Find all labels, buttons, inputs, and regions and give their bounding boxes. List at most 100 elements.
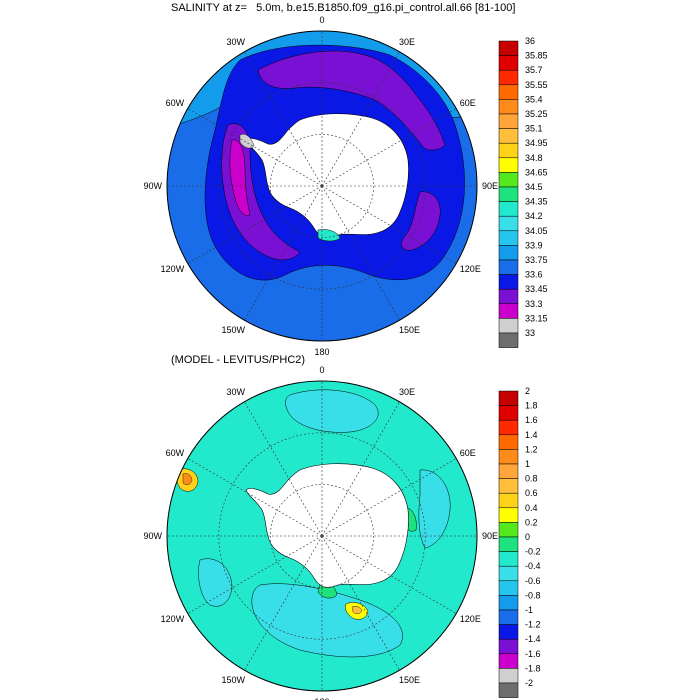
map-boundary: [166, 30, 478, 342]
colorbar-label: 34.5: [525, 182, 543, 192]
longitude-label: 30E: [399, 387, 415, 397]
colorbar-label: -0.4: [525, 561, 541, 571]
colorbar-swatch: [498, 318, 519, 334]
colorbar-label: 0: [525, 532, 530, 542]
colorbar-swatch: [498, 405, 519, 421]
colorbar-label: -1.6: [525, 649, 541, 659]
meridian-line: [244, 401, 323, 537]
colorbar-swatch: [498, 638, 519, 655]
longitude-label: 180: [314, 697, 329, 700]
colorbar-label: -1.8: [525, 663, 541, 673]
colorbar-swatch: [498, 595, 519, 611]
negative-patch-north: [285, 389, 379, 433]
colorbar-swatch: [498, 55, 519, 71]
longitude-label: 0: [319, 365, 324, 375]
colorbar-swatch: [498, 419, 519, 436]
colorbar-label: 33.9: [525, 240, 543, 250]
latitude-circle: [270, 484, 374, 588]
peninsula-fringe: [239, 134, 255, 149]
longitude-labels: 0 30E 60E 90E 120E 150E 180 150W 120W 90W 60W 30W: [143, 15, 498, 357]
longitude-label: 60E: [460, 448, 476, 458]
colorbar-label: 1.8: [525, 401, 538, 411]
meridian-line: [321, 458, 457, 537]
salinity-field: [167, 31, 477, 341]
colorbar-swatch: [498, 478, 519, 494]
colorbar-salinity: 36 35.85 35.7 35.55 35.4 35.25 35.1 34.95 34.8 34…: [498, 36, 548, 348]
colorbar-label: -0.8: [525, 590, 541, 600]
colorbar-label: 34.2: [525, 211, 543, 221]
meridian-line: [321, 51, 400, 187]
meridian-line: [244, 535, 323, 671]
colorbar-label: 33.75: [525, 255, 548, 265]
colorbar-label: 36: [525, 36, 535, 46]
magenta-core-west: [229, 139, 251, 216]
colorbar-label: 33.45: [525, 284, 548, 294]
latitude-circle: [218, 432, 426, 640]
longitude-label: 120W: [161, 614, 185, 624]
colorbar-swatch: [498, 682, 519, 698]
colorbar-swatch: [498, 536, 519, 552]
graticule: [167, 381, 477, 691]
colorbar-swatch: [498, 580, 519, 596]
map-title-salinity: SALINITY at z= 5.0m, b.e15.B1850.f09_g16…: [171, 2, 516, 14]
colorbar-label: 0.4: [525, 503, 538, 513]
longitude-label: 60W: [166, 448, 185, 458]
longitude-label: 150W: [221, 325, 245, 335]
colorbar-label: -1.4: [525, 634, 541, 644]
colorbar-label: 1: [525, 459, 530, 469]
negative-patch-east: [418, 469, 451, 549]
colorbar-label: 35.85: [525, 51, 548, 61]
colorbar-label: 34.65: [525, 167, 548, 177]
longitude-label: 180: [314, 347, 329, 357]
meridian-line: [244, 51, 323, 187]
positive-anomaly-west-core: [182, 473, 193, 485]
colorbar-swatch: [498, 609, 519, 625]
positive-anomaly-core: [351, 606, 363, 614]
meridian-line: [321, 185, 457, 264]
longitude-label: 150E: [399, 675, 420, 685]
colorbar-swatch: [498, 84, 519, 100]
colorbar-difference: 2 1.8 1.6 1.4 1.2 1 0.8 0.6 0.4 0.2 0 -0.2 -0.4 -0.6 -…: [498, 386, 541, 698]
graticule: [167, 31, 477, 341]
colorbar-swatch: [498, 172, 519, 188]
colorbar-swatch: [498, 128, 519, 144]
colorbar-swatch: [498, 201, 519, 217]
colorbar-swatch: [498, 186, 519, 202]
meridian-line: [321, 535, 457, 614]
colorbar-label: -2: [525, 678, 533, 688]
map-difference: 0 30E 60E 90E 120E 150E 180 150W 120W 90W 60W 30W: [143, 365, 498, 700]
colorbar-swatch: [498, 230, 519, 246]
purple-core-north: [257, 50, 446, 151]
colorbar-swatch: [498, 390, 519, 406]
colorbar-label: -1: [525, 605, 533, 615]
latitude-circle: [270, 134, 374, 238]
colorbar-label: 0.2: [525, 517, 538, 527]
colorbar-swatch: [498, 507, 519, 523]
colorbar-swatch: [498, 303, 519, 319]
difference-field: [167, 381, 477, 691]
meridian-line: [187, 108, 323, 187]
colorbar-swatch: [498, 99, 519, 115]
map-boundary: [166, 380, 478, 692]
longitude-label: 60E: [460, 98, 476, 108]
purple-core-east: [401, 191, 441, 251]
longitude-label: 90E: [482, 181, 498, 191]
map-salinity: 0 30E 60E 90E 120E 150E 180 150W 120W 90W 60W 30W: [143, 15, 498, 357]
colorbar-swatch: [498, 142, 519, 159]
colorbar-swatch: [498, 551, 519, 567]
colorbar-swatch: [498, 69, 519, 86]
colorbar-label: 34.95: [525, 138, 548, 148]
colorbar-label: 35.7: [525, 65, 543, 75]
longitude-label: 90E: [482, 531, 498, 541]
meridian-line: [244, 185, 323, 321]
meridian-line: [321, 185, 400, 321]
latitude-circle: [218, 82, 426, 290]
colorbar-swatch: [498, 522, 519, 538]
colorbar-swatch: [498, 668, 519, 684]
longitude-label: 30W: [226, 37, 245, 47]
colorbar-swatch: [498, 449, 519, 465]
colorbar-swatch: [498, 157, 519, 173]
colorbar-label: 35.25: [525, 109, 548, 119]
colorbar-label: -0.2: [525, 547, 541, 557]
